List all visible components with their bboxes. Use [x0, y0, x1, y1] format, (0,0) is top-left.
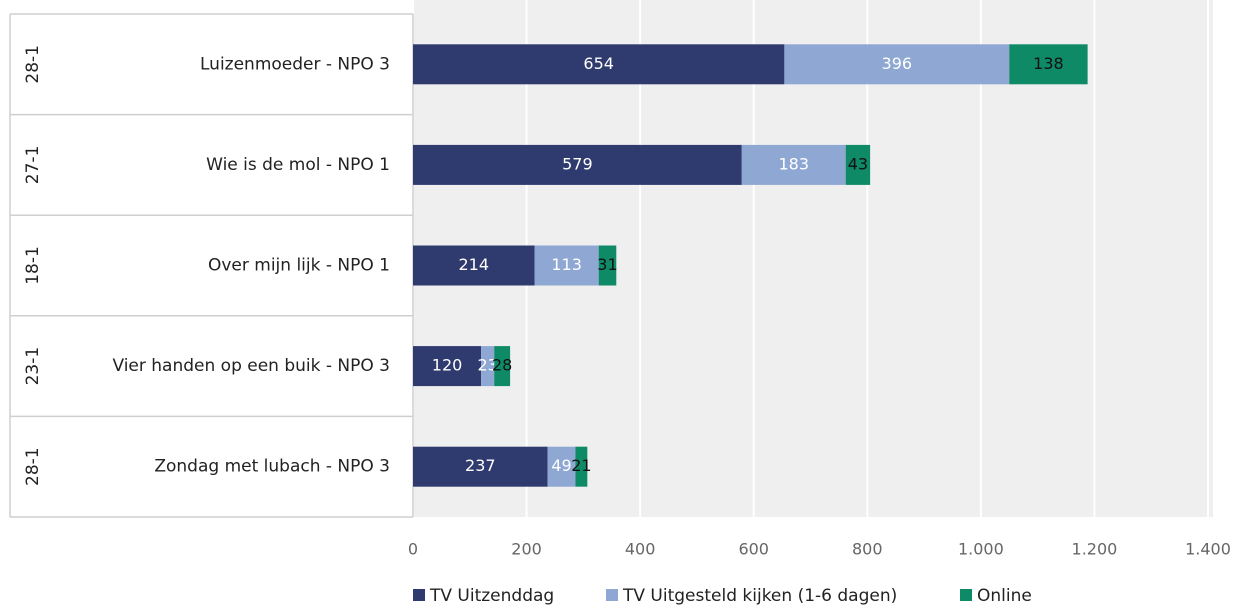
legend-swatch — [413, 589, 425, 601]
value-label: 23 — [477, 356, 497, 375]
value-label: 138 — [1033, 54, 1064, 73]
value-label: 214 — [458, 255, 489, 274]
value-label: 183 — [778, 154, 809, 173]
bar-segment — [494, 346, 511, 387]
bar-segment — [741, 144, 846, 185]
bar-segment — [575, 446, 588, 487]
category-label: Zondag met lubach - NPO 3 — [154, 457, 390, 477]
value-label: 21 — [571, 456, 591, 475]
value-label: 654 — [583, 54, 614, 73]
x-tick-label: 200 — [511, 540, 542, 559]
date-label: 23-1 — [23, 347, 43, 386]
category-label: Luizenmoeder - NPO 3 — [200, 54, 390, 74]
legend-swatch — [960, 589, 972, 601]
bar-segment — [784, 44, 1010, 85]
bar-segment — [534, 245, 599, 286]
category-label: Vier handen op een buik - NPO 3 — [112, 356, 390, 376]
value-label: 120 — [432, 356, 463, 375]
bar-segment — [845, 144, 871, 185]
bar-segment — [413, 346, 482, 387]
date-label: 28-1 — [23, 45, 43, 84]
bar-segment — [481, 346, 495, 387]
x-tick-label: 0 — [408, 540, 418, 559]
date-label: 27-1 — [23, 146, 43, 185]
x-tick-label: 1.400 — [1185, 540, 1231, 559]
bar-segment — [1009, 44, 1088, 85]
legend-swatch — [606, 589, 618, 601]
date-label: 28-1 — [23, 447, 43, 486]
bar-segment — [413, 144, 742, 185]
value-label: 579 — [562, 154, 593, 173]
bar-segment — [547, 446, 576, 487]
legend-label: TV Uitzenddag — [429, 586, 554, 606]
value-label: 113 — [551, 255, 582, 274]
legend-label: Online — [977, 586, 1032, 606]
bar-segment — [413, 446, 548, 487]
value-label: 31 — [597, 255, 617, 274]
x-tick-label: 600 — [738, 540, 769, 559]
value-label: 396 — [882, 54, 913, 73]
bar-segment — [413, 245, 535, 286]
value-label: 237 — [465, 456, 496, 475]
x-tick-label: 400 — [625, 540, 656, 559]
value-label: 43 — [848, 154, 868, 173]
x-tick-label: 1.200 — [1072, 540, 1118, 559]
legend-label: TV Uitgesteld kijken (1-6 dagen) — [622, 586, 897, 606]
value-label: 28 — [492, 356, 512, 375]
x-tick-label: 800 — [852, 540, 883, 559]
bar-segment — [413, 44, 785, 85]
category-label: Over mijn lijk - NPO 1 — [208, 256, 390, 276]
x-tick-label: 1.000 — [958, 540, 1004, 559]
bar-segment — [598, 245, 617, 286]
value-label: 49 — [551, 456, 571, 475]
date-label: 18-1 — [23, 246, 43, 285]
category-label: Wie is de mol - NPO 1 — [206, 155, 390, 175]
